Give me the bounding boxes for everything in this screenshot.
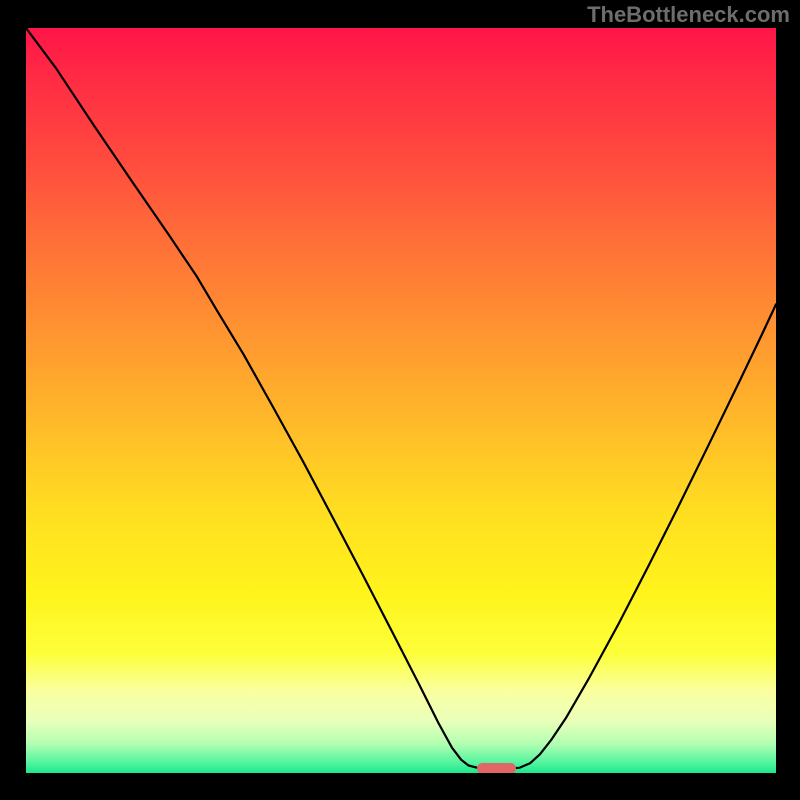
plot-area: [26, 28, 776, 773]
watermark-text: TheBottleneck.com: [587, 2, 790, 28]
optimal-marker: [477, 763, 516, 773]
bottleneck-chart: TheBottleneck.com: [0, 0, 800, 800]
bottleneck-curve: [26, 28, 776, 773]
